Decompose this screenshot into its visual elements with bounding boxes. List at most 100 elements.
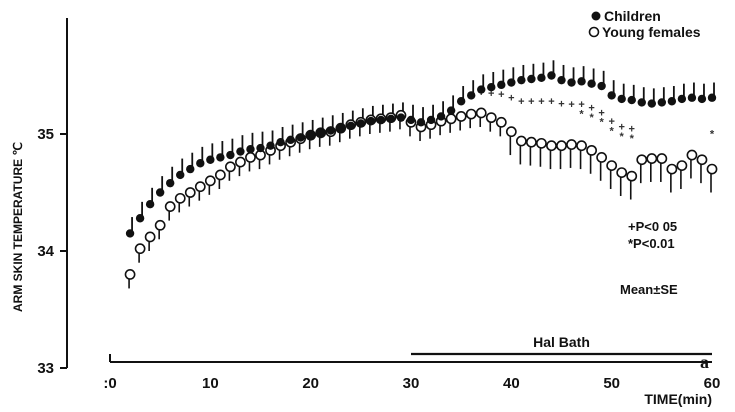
x-axis-title: TIME(min) [644, 391, 712, 407]
point-children [236, 147, 245, 156]
point-young-females [636, 154, 648, 166]
point-young-females [536, 137, 547, 149]
point-children [406, 115, 416, 125]
point-children [276, 137, 285, 147]
point-children [155, 188, 165, 197]
point-children [436, 112, 446, 121]
point-children [336, 123, 345, 133]
point-young-females [485, 112, 497, 124]
point-children [587, 79, 596, 88]
point-children [396, 113, 406, 122]
x-tick-label: 30 [403, 375, 420, 392]
point-young-females [184, 187, 196, 198]
point-children [356, 119, 366, 128]
point-children [507, 78, 516, 87]
point-children [176, 170, 185, 180]
point-young-females [706, 163, 718, 175]
point-children [226, 150, 235, 160]
point-young-females [124, 268, 136, 280]
significance-mark: + [568, 99, 574, 111]
significance-mark: + [618, 121, 624, 133]
point-children [707, 93, 717, 102]
point-children [206, 155, 215, 164]
point-young-females [455, 111, 467, 122]
significance-mark: * [610, 125, 615, 137]
point-children [306, 130, 315, 140]
point-children [456, 97, 466, 106]
x-tick-label: 50 [603, 375, 620, 392]
point-children [296, 133, 305, 142]
mean-se-note: Mean±SE [620, 282, 678, 297]
point-children [547, 71, 556, 80]
point-children [607, 91, 616, 100]
legend-marker-young-females [588, 26, 600, 38]
point-children [125, 229, 135, 238]
point-children [166, 178, 175, 188]
significance-mark: * [579, 109, 584, 121]
significance-mark: + [608, 116, 614, 128]
y-tick-label: 34 [37, 243, 54, 260]
point-young-females [686, 149, 698, 161]
point-young-females [676, 160, 688, 171]
point-young-females [214, 169, 226, 181]
significance-mark: + [528, 96, 534, 108]
x-tick-label: 20 [302, 375, 319, 392]
significance-mark: + [488, 88, 494, 100]
point-children [326, 126, 335, 135]
point-children [135, 214, 145, 223]
point-young-females [646, 153, 658, 164]
significance-mark: + [629, 124, 635, 136]
point-children [527, 74, 536, 84]
y-tick-label: 35 [37, 126, 54, 143]
point-children [487, 83, 496, 92]
point-children [477, 85, 486, 94]
point-young-females [144, 231, 156, 243]
point-children [426, 115, 436, 125]
point-children [286, 135, 295, 145]
point-young-females [245, 151, 256, 163]
point-young-females [174, 192, 186, 204]
point-young-females [586, 144, 597, 156]
point-children [577, 77, 586, 86]
significance-mark: * [710, 128, 715, 140]
point-young-females [576, 140, 587, 152]
point-children [597, 81, 606, 91]
significance-mark: * [620, 131, 625, 143]
significance-mark: + [508, 93, 514, 105]
significance-mark: + [598, 107, 604, 119]
point-young-females [235, 156, 246, 168]
point-children [316, 128, 325, 138]
point-children [697, 94, 707, 104]
legend: Children Young females [588, 8, 701, 40]
point-children [667, 97, 677, 106]
point-children [537, 73, 546, 83]
point-children [186, 164, 195, 174]
significance-mark: + [548, 96, 554, 108]
point-children [145, 200, 155, 209]
point-children [376, 115, 386, 125]
significance-mark: + [498, 89, 504, 101]
point-children [446, 106, 456, 115]
y-tick-label: 33 [37, 360, 54, 377]
significance-mark: + [518, 96, 524, 108]
point-young-females [526, 136, 537, 148]
point-young-females [696, 154, 708, 166]
panel-letter: a [700, 352, 709, 372]
point-young-females [596, 151, 608, 163]
point-children [557, 75, 566, 85]
significance-mark: + [578, 99, 584, 111]
point-young-females [546, 140, 557, 152]
legend-label-children: Children [604, 8, 661, 24]
point-young-females [606, 160, 618, 171]
point-young-females [616, 167, 628, 179]
point-young-females [194, 181, 206, 193]
x-ticks: :0 10 20 30 40 50 60 [103, 375, 720, 392]
point-children [627, 95, 636, 105]
point-young-females [224, 161, 236, 173]
point-children [677, 94, 687, 104]
significance-mark: * [630, 133, 635, 145]
point-young-females [154, 219, 166, 231]
point-young-females [515, 135, 527, 147]
